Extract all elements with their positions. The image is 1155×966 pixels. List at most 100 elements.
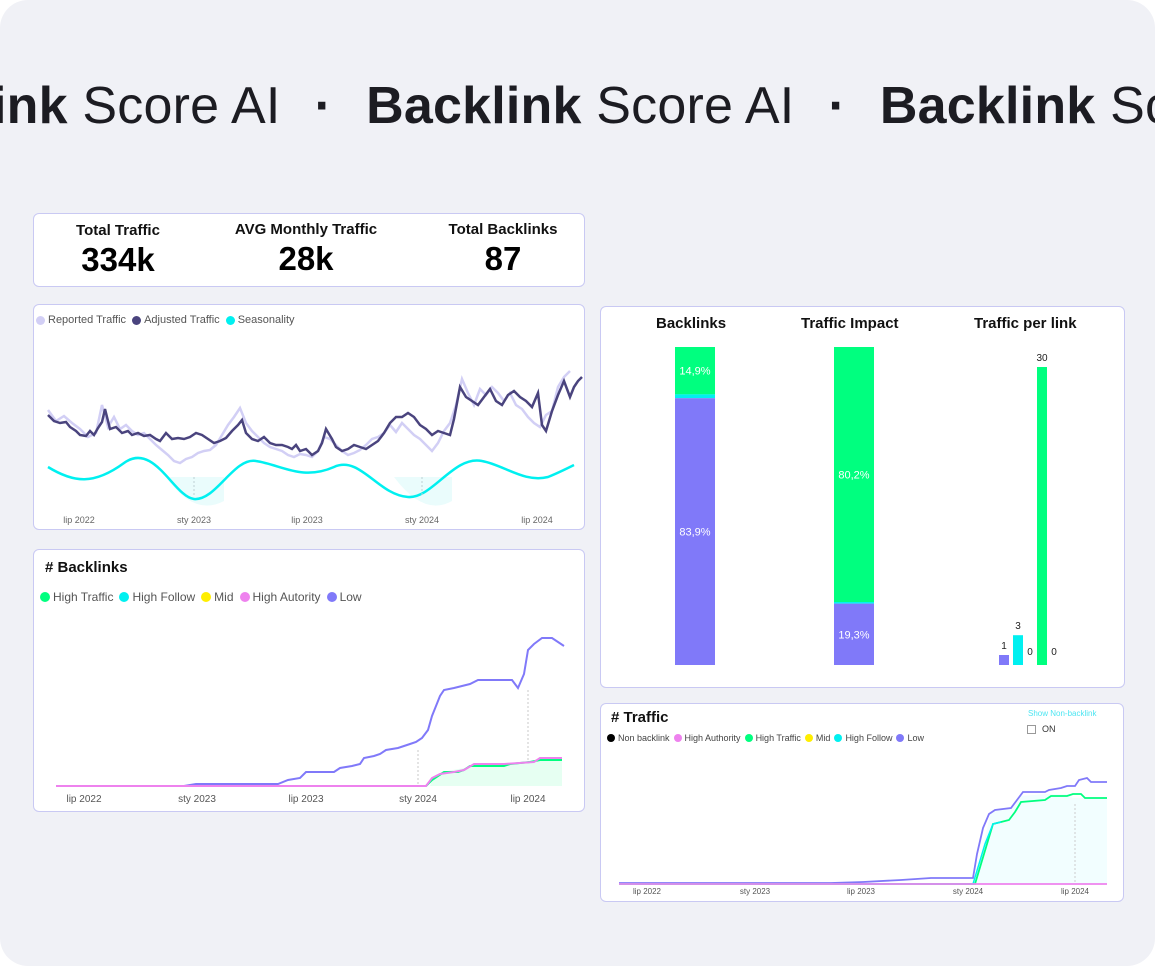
traffic-trend-card: Reported Traffic Adjusted Traffic Seasonal… <box>33 304 585 530</box>
bar-segment-high-follow <box>834 602 874 604</box>
column-title-traffic-per-link: Traffic per link <box>974 315 1077 332</box>
legend-item-high-authority[interactable]: High Authority <box>673 733 741 743</box>
x-axis: lip 2022 sty 2023 lip 2023 sty 2024 lip … <box>633 887 1090 896</box>
per-link-label: 30 <box>1036 353 1048 364</box>
legend-swatch <box>119 592 130 602</box>
per-link-bar <box>1013 635 1023 665</box>
kpi-label: Total Traffic <box>76 222 160 239</box>
marquee-segment-1: ink Score AI <box>0 77 281 135</box>
legend-item-high-autority[interactable]: High Autority <box>239 590 321 604</box>
kpi-avg-monthly-traffic: AVG Monthly Traffic 28k <box>221 221 391 278</box>
x-tick-label: sty 2024 <box>405 515 439 525</box>
kpi-total-traffic: Total Traffic 334k <box>52 222 184 279</box>
seasonality-fill <box>166 477 452 506</box>
bar-segment-low <box>834 603 874 665</box>
x-tick-label: lip 2024 <box>1061 887 1090 896</box>
card-title: # Backlinks <box>45 559 128 576</box>
x-tick-label: sty 2024 <box>953 887 984 896</box>
x-tick-label: lip 2022 <box>66 794 101 805</box>
card-title: # Traffic <box>611 709 669 726</box>
backlinks-plot: lip 2022 sty 2023 lip 2023 sty 2024 lip … <box>56 637 565 805</box>
traffic-plot: lip 2022 sty 2023 lip 2023 sty 2024 lip … <box>619 777 1107 896</box>
reported-traffic-line <box>46 370 571 465</box>
legend-swatch <box>326 592 337 602</box>
column-title-backlinks: Backlinks <box>656 315 727 332</box>
high-traffic-area <box>430 760 562 786</box>
backlinks-card: # Backlinks High Traffic High Follow Mid Hi… <box>33 549 585 812</box>
legend-swatch <box>239 592 250 602</box>
high-follow-line <box>619 821 1002 885</box>
x-tick-label: lip 2023 <box>288 794 323 805</box>
x-tick-label: lip 2022 <box>63 515 95 525</box>
bar-data-label: 83,9% <box>679 527 710 539</box>
toggle-label: ON <box>1042 724 1056 734</box>
non-backlink-toggle[interactable]: ON <box>1027 724 1056 734</box>
x-axis: lip 2022 sty 2023 lip 2023 sty 2024 lip … <box>66 794 545 805</box>
legend-item-reported-traffic[interactable]: Reported Traffic <box>36 314 126 326</box>
traffic-area <box>975 794 1107 884</box>
seasonality-line <box>47 456 575 501</box>
traffic-legend: Non backlink High Authority High Traffic Mi… <box>607 733 928 744</box>
legend-swatch <box>744 734 753 742</box>
marquee-segment-3: Backlink Score AI <box>879 77 1155 135</box>
bar-data-label: 19,3% <box>838 629 869 641</box>
x-tick-label: lip 2023 <box>291 515 323 525</box>
legend-item-non-backlink[interactable]: Non backlink <box>607 733 670 743</box>
legend-item-high-follow[interactable]: High Follow <box>119 590 195 604</box>
high-traffic-line <box>619 793 1107 885</box>
traffic-trend-plot: lip 2022 sty 2023 lip 2023 sty 2024 lip … <box>46 370 583 525</box>
toggle-checkbox[interactable] <box>1027 724 1036 734</box>
per-link-bar <box>1037 367 1047 665</box>
x-tick-label: sty 2023 <box>178 794 216 805</box>
bar-segment-high-traffic <box>675 347 715 395</box>
legend-item-mid[interactable]: Mid <box>201 590 234 604</box>
per-link-label: 3 <box>1015 621 1021 632</box>
bar-segment-high-traffic <box>834 347 874 603</box>
x-tick-label: sty 2023 <box>740 887 771 896</box>
legend-swatch <box>36 315 45 325</box>
legend-item-seasonality[interactable]: Seasonality <box>225 314 295 326</box>
x-tick-label: sty 2023 <box>177 515 211 525</box>
per-link-label: 1 <box>1001 641 1007 652</box>
kpi-card: Total Traffic 334k AVG Monthly Traffic 2… <box>33 213 585 287</box>
backlinks-legend: High Traffic High Follow Mid High Autority L… <box>40 590 368 605</box>
bar-segment-low <box>675 398 715 665</box>
per-link-label: 0 <box>1027 647 1033 658</box>
legend-swatch <box>896 734 905 742</box>
high-autority-line <box>56 757 562 787</box>
legend-item-mid[interactable]: Mid <box>804 733 830 743</box>
kpi-label: Total Backlinks <box>448 221 558 238</box>
legend-item-low[interactable]: Low <box>896 733 924 743</box>
low-traffic-line <box>619 777 1107 884</box>
kpi-value: 334k <box>81 241 155 278</box>
legend-swatch <box>607 734 615 742</box>
low-backlinks-line <box>56 637 565 787</box>
per-link-label: 0 <box>1051 647 1057 658</box>
x-axis: lip 2022 sty 2023 lip 2023 sty 2024 lip … <box>63 515 553 525</box>
x-tick-label: lip 2024 <box>521 515 553 525</box>
bar-data-label: 14,9% <box>679 366 710 378</box>
x-tick-label: lip 2022 <box>633 887 662 896</box>
x-tick-label: sty 2024 <box>399 794 437 805</box>
legend-swatch <box>40 592 50 602</box>
marquee-separator: · <box>314 77 333 135</box>
bar-data-label: 80,2% <box>838 470 869 482</box>
legend-swatch <box>804 734 813 742</box>
traffic-card: # Traffic Show Non-backlink ON Non backl… <box>600 703 1124 902</box>
distribution-card: Backlinks Traffic Impact Traffic per lin… <box>600 306 1125 688</box>
legend-swatch <box>673 734 682 742</box>
column-title-traffic-impact: Traffic Impact <box>801 315 899 332</box>
legend-item-high-traffic[interactable]: High Traffic <box>744 733 801 743</box>
adjusted-traffic-line <box>47 376 583 457</box>
legend-item-low[interactable]: Low <box>326 590 362 604</box>
kpi-label: AVG Monthly Traffic <box>234 221 378 238</box>
legend-item-high-follow[interactable]: High Follow <box>834 733 892 743</box>
x-tick-label: lip 2023 <box>847 887 876 896</box>
marquee-separator: · <box>828 77 846 135</box>
marquee-segment-2: Backlink Score AI <box>366 77 795 135</box>
legend-item-adjusted-traffic[interactable]: Adjusted Traffic <box>132 314 220 326</box>
legend-item-high-traffic[interactable]: High Traffic <box>40 590 113 604</box>
bar-segment-high-follow <box>675 394 715 399</box>
